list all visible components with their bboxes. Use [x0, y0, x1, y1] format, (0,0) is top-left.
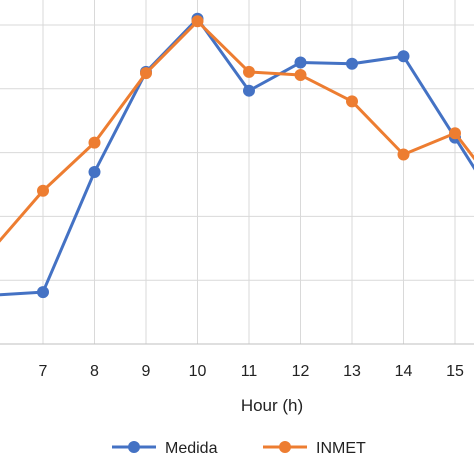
data-point-inmet — [397, 148, 410, 161]
data-point-inmet — [140, 67, 152, 80]
x-tick-label: 10 — [189, 363, 207, 380]
legend-inmet-marker — [279, 441, 291, 453]
series-lines — [0, 12, 474, 299]
data-point-medida — [346, 57, 358, 70]
data-point-medida — [243, 84, 255, 97]
x-tick-label: 14 — [395, 363, 413, 380]
x-tick-label: 12 — [292, 363, 310, 380]
data-point-inmet — [88, 136, 101, 149]
data-point-medida — [37, 286, 49, 299]
legend-item-medida: Medida — [112, 440, 218, 457]
data-point-inmet — [449, 127, 461, 140]
data-point-inmet — [191, 15, 204, 28]
series-medida — [0, 12, 474, 299]
data-point-medida — [88, 166, 101, 178]
legend-medida-label: Medida — [165, 440, 218, 457]
data-point-medida — [397, 50, 410, 63]
data-point-medida — [294, 56, 307, 69]
legend: Medida INMET — [112, 440, 366, 457]
data-point-inmet — [243, 65, 255, 78]
legend-item-inmet: INMET — [263, 440, 366, 457]
x-tick-labels: 7 8 9 10 11 12 13 14 15 — [39, 363, 464, 380]
x-tick-label: 15 — [446, 363, 464, 380]
series-inmet — [0, 15, 474, 243]
x-axis-title: Hour (h) — [241, 396, 303, 415]
x-tick-label: 11 — [241, 363, 258, 380]
x-tick-label: 9 — [142, 363, 151, 380]
data-point-inmet — [294, 69, 307, 82]
legend-inmet-label: INMET — [316, 440, 366, 457]
x-tick-label: 13 — [343, 363, 361, 380]
data-point-inmet — [37, 184, 49, 197]
x-tick-label: 7 — [39, 363, 48, 380]
x-tick-label: 8 — [90, 363, 99, 380]
data-point-inmet — [346, 95, 358, 108]
legend-medida-marker — [128, 441, 140, 453]
